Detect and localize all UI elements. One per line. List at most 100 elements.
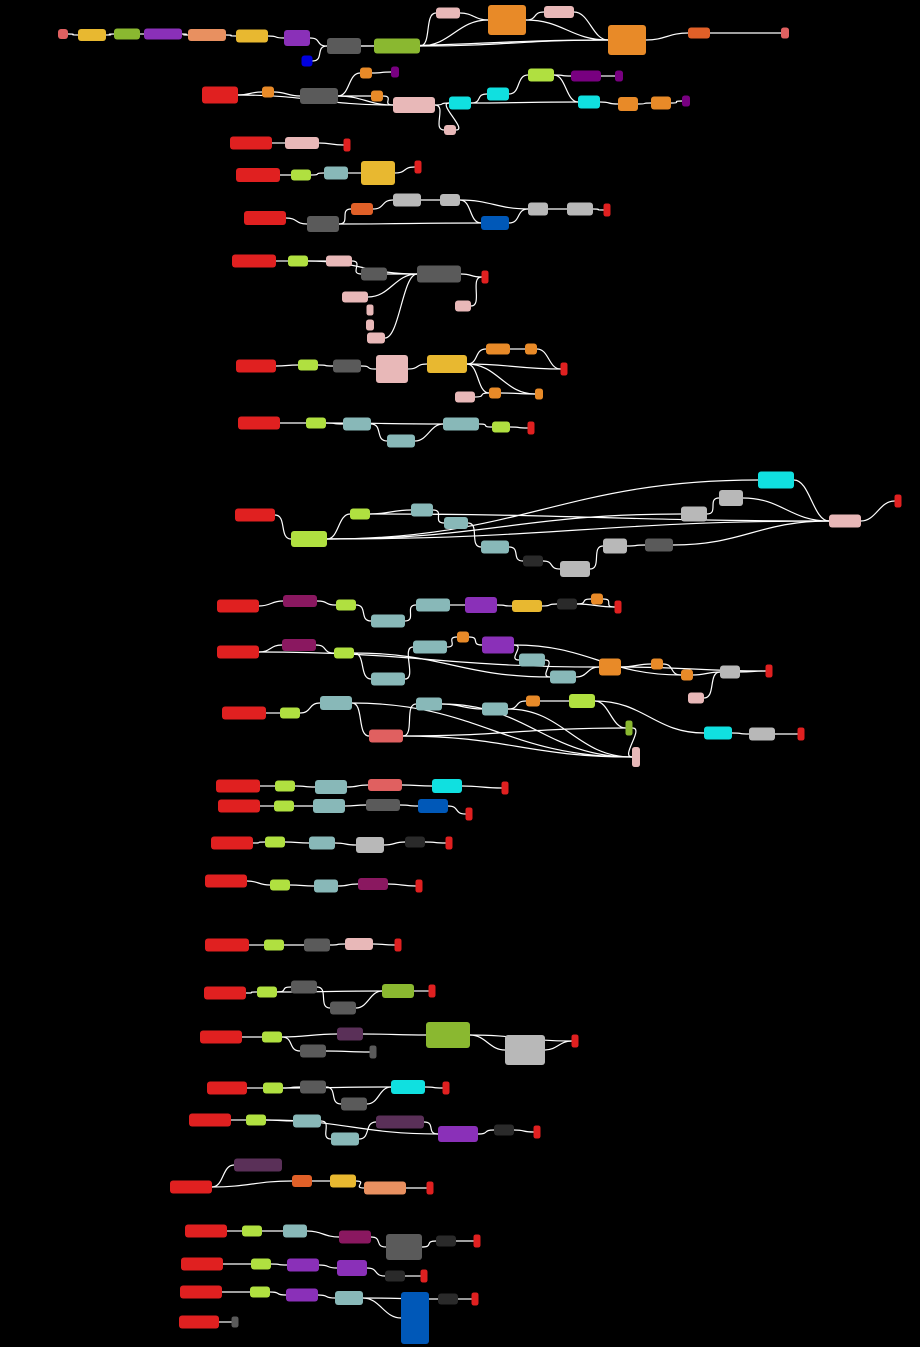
flow-node-l10[interactable]: [632, 747, 640, 767]
flow-node-b6[interactable]: [371, 90, 383, 102]
flow-node-k9[interactable]: [550, 670, 576, 684]
flow-node-d2[interactable]: [291, 169, 311, 181]
flow-node-p5[interactable]: [415, 879, 423, 893]
flow-node-l2[interactable]: [280, 707, 300, 719]
flow-node-z2[interactable]: [231, 1316, 239, 1328]
flow-node-a14[interactable]: [608, 25, 646, 55]
flow-node-y1[interactable]: [180, 1285, 222, 1299]
flow-node-s5[interactable]: [369, 1045, 377, 1059]
flow-node-a13[interactable]: [544, 6, 574, 18]
flow-node-b13[interactable]: [615, 70, 623, 82]
flow-node-l11[interactable]: [704, 726, 732, 740]
flow-node-m2[interactable]: [275, 780, 295, 792]
flow-node-e3[interactable]: [351, 203, 373, 215]
flow-node-j10[interactable]: [614, 600, 622, 614]
flow-node-e4[interactable]: [393, 193, 421, 207]
flow-node-b7[interactable]: [393, 97, 435, 113]
flow-node-x2[interactable]: [251, 1258, 271, 1270]
flow-node-s1[interactable]: [200, 1030, 242, 1044]
flow-node-s4[interactable]: [337, 1027, 363, 1041]
flow-node-e7[interactable]: [528, 202, 548, 216]
flow-node-b14[interactable]: [578, 95, 600, 109]
flow-node-k3[interactable]: [334, 647, 354, 659]
flow-node-y7[interactable]: [471, 1292, 479, 1306]
flow-node-b5[interactable]: [391, 66, 399, 78]
flow-node-i15[interactable]: [894, 494, 902, 508]
flow-node-a6[interactable]: [236, 29, 268, 43]
flow-node-y6[interactable]: [438, 1293, 458, 1305]
flow-node-k5[interactable]: [413, 640, 447, 654]
flow-node-k8[interactable]: [519, 653, 545, 667]
flow-node-n1[interactable]: [218, 799, 260, 813]
flow-node-s6[interactable]: [426, 1022, 470, 1048]
flow-node-f6[interactable]: [481, 270, 489, 284]
flow-node-n6[interactable]: [465, 807, 473, 821]
flow-node-t2[interactable]: [263, 1082, 283, 1094]
flow-node-l12[interactable]: [749, 727, 775, 741]
flow-node-b4[interactable]: [360, 67, 372, 79]
flow-node-a1[interactable]: [58, 29, 68, 39]
flow-node-g10[interactable]: [489, 387, 501, 399]
flow-node-k2[interactable]: [282, 639, 316, 651]
flow-node-p3[interactable]: [314, 879, 338, 893]
flow-node-l9[interactable]: [625, 720, 633, 736]
flow-node-k10[interactable]: [599, 658, 621, 676]
flow-node-x3[interactable]: [287, 1258, 319, 1272]
flow-node-f2[interactable]: [288, 255, 308, 267]
flow-node-d5[interactable]: [414, 160, 422, 174]
flow-node-y2[interactable]: [250, 1286, 270, 1298]
flow-node-u8[interactable]: [533, 1125, 541, 1139]
flow-node-x6[interactable]: [420, 1269, 428, 1283]
flow-node-k13[interactable]: [688, 692, 704, 704]
flow-node-n2[interactable]: [274, 800, 294, 812]
flow-node-k1[interactable]: [217, 645, 259, 659]
flow-node-i10[interactable]: [645, 538, 673, 552]
flow-node-y3[interactable]: [286, 1288, 318, 1302]
flow-node-m1[interactable]: [216, 779, 260, 793]
flow-node-c2[interactable]: [285, 137, 319, 149]
flow-node-s7[interactable]: [505, 1035, 545, 1065]
flow-node-i8[interactable]: [560, 561, 590, 577]
flow-node-r3[interactable]: [291, 980, 317, 994]
flow-node-w7[interactable]: [473, 1234, 481, 1248]
flow-node-a10[interactable]: [374, 38, 420, 54]
flow-node-k4[interactable]: [371, 672, 405, 686]
flow-node-b12[interactable]: [571, 70, 601, 82]
flow-node-s3[interactable]: [300, 1044, 326, 1058]
flow-node-t4[interactable]: [341, 1097, 367, 1111]
flow-node-o5[interactable]: [405, 836, 425, 848]
flow-node-l1[interactable]: [222, 706, 266, 720]
flow-node-o3[interactable]: [309, 836, 335, 850]
flow-node-b1[interactable]: [202, 86, 238, 104]
flow-node-v2[interactable]: [234, 1158, 282, 1172]
flow-node-k7[interactable]: [482, 636, 514, 654]
flow-node-p1[interactable]: [205, 874, 247, 888]
flow-node-b16[interactable]: [651, 96, 671, 110]
flow-node-b10[interactable]: [487, 87, 509, 101]
flow-node-a2[interactable]: [78, 29, 106, 41]
flow-node-r2[interactable]: [257, 986, 277, 998]
flow-node-y5[interactable]: [401, 1292, 429, 1344]
flow-node-w5[interactable]: [386, 1234, 422, 1260]
flow-node-j8[interactable]: [557, 598, 577, 610]
flow-node-o4[interactable]: [356, 837, 384, 853]
flow-node-t6[interactable]: [442, 1081, 450, 1095]
flow-node-u6[interactable]: [438, 1126, 478, 1142]
flow-node-a15[interactable]: [688, 27, 710, 39]
flow-node-l8[interactable]: [569, 694, 595, 708]
flow-node-m3[interactable]: [315, 780, 347, 794]
flow-node-u2[interactable]: [246, 1114, 266, 1126]
flow-node-y4[interactable]: [335, 1291, 363, 1305]
flow-node-i4[interactable]: [411, 503, 433, 517]
flow-node-f7[interactable]: [342, 291, 368, 303]
flow-node-w3[interactable]: [283, 1224, 307, 1238]
flow-node-a5[interactable]: [188, 29, 226, 41]
flow-node-w4[interactable]: [339, 1230, 371, 1244]
flow-node-q2[interactable]: [264, 939, 284, 951]
flow-node-e5[interactable]: [440, 194, 460, 206]
flow-node-i3[interactable]: [350, 508, 370, 520]
flow-node-x5[interactable]: [385, 1270, 405, 1282]
flow-node-a8[interactable]: [301, 55, 313, 67]
flow-node-h4[interactable]: [387, 434, 415, 448]
